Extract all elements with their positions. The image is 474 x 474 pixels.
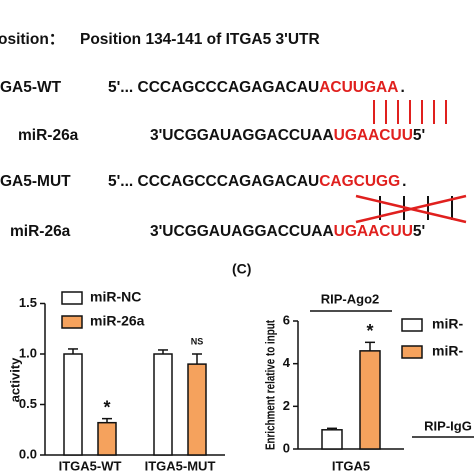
bar <box>359 350 381 450</box>
sequence: 5'... CCCAGCCCAGAGACAUACUUGAA. <box>108 79 405 96</box>
bar <box>97 421 117 456</box>
legend-swatch <box>61 291 83 305</box>
significance: * <box>366 321 373 341</box>
y-axis-label: Enrichment relative to input <box>262 319 277 450</box>
sequence-end: 5' <box>413 127 425 144</box>
group-label: RIP-IgG <box>424 418 472 433</box>
panel-label: (C) <box>232 261 251 277</box>
sequence-text: 3'UCGGAUAGGACCUAA <box>150 127 334 144</box>
legend-swatch <box>61 315 83 329</box>
sequence-end: . <box>400 79 404 96</box>
significance: NS <box>191 336 204 346</box>
sequence-end: . <box>402 173 406 190</box>
y-tick-label: 0.5 <box>19 396 37 411</box>
y-axis-label: activity <box>7 357 22 403</box>
row-label: GA5-MUT <box>0 173 71 190</box>
y-tick-label: 0 <box>283 440 290 455</box>
sequence-text: 3'UCGGAUAGGACCUAA <box>150 223 334 240</box>
row-label: miR-26a <box>10 223 71 240</box>
y-tick-label: 1.5 <box>19 295 37 310</box>
sequence: 3'UCGGAUAGGACCUAAUGAACUU5' <box>150 127 425 144</box>
pairing-lines <box>373 100 447 124</box>
sequence-text: 5'... CCCAGCCCAGAGACAU <box>108 79 319 96</box>
legend-swatch <box>401 345 423 359</box>
sequence: 3'UCGGAUAGGACCUAAUGAACUU5' <box>150 223 425 240</box>
y-tick-label: 1.0 <box>19 345 37 360</box>
sequence-text: 5'... CCCAGCCCAGAGACAU <box>108 173 319 190</box>
legend-label: miR- <box>432 343 463 359</box>
y-tick-label: 2 <box>283 398 290 413</box>
row-label: miR-26a <box>18 127 79 144</box>
y-tick-label: 6 <box>283 312 290 327</box>
significance: * <box>103 397 110 417</box>
sequence: 5'... CCCAGCCCAGAGACAUCAGCUGG. <box>108 173 406 190</box>
legend-label: miR-26a <box>90 313 145 329</box>
x-tick-label: ITGA5 <box>332 458 370 473</box>
legend-label: miR-NC <box>90 289 141 305</box>
bar <box>321 429 343 450</box>
legend-swatch <box>401 318 423 332</box>
x-tick-label: ITGA5-WT <box>59 458 122 473</box>
binding-site: ACUUGAA <box>319 79 398 96</box>
broken-pairing <box>355 194 467 224</box>
binding-site: UGAACUU <box>334 223 413 240</box>
bar <box>63 353 83 456</box>
bar <box>153 353 173 456</box>
y-tick-label: 4 <box>283 355 291 370</box>
bar <box>187 363 207 456</box>
group-label: RIP-Ago2 <box>321 291 380 306</box>
x-tick-label: ITGA5-MUT <box>145 458 216 473</box>
heading: Position 134-141 of ITGA5 3'UTR <box>80 31 320 48</box>
binding-site: UGAACUU <box>334 127 413 144</box>
heading-prefix: osition： <box>0 31 64 48</box>
sequence-end: 5' <box>413 223 425 240</box>
legend-label: miR- <box>432 316 463 332</box>
binding-site: CAGCUGG <box>319 173 400 190</box>
row-label: GA5-WT <box>0 79 62 96</box>
y-tick-label: 0.0 <box>19 446 37 461</box>
